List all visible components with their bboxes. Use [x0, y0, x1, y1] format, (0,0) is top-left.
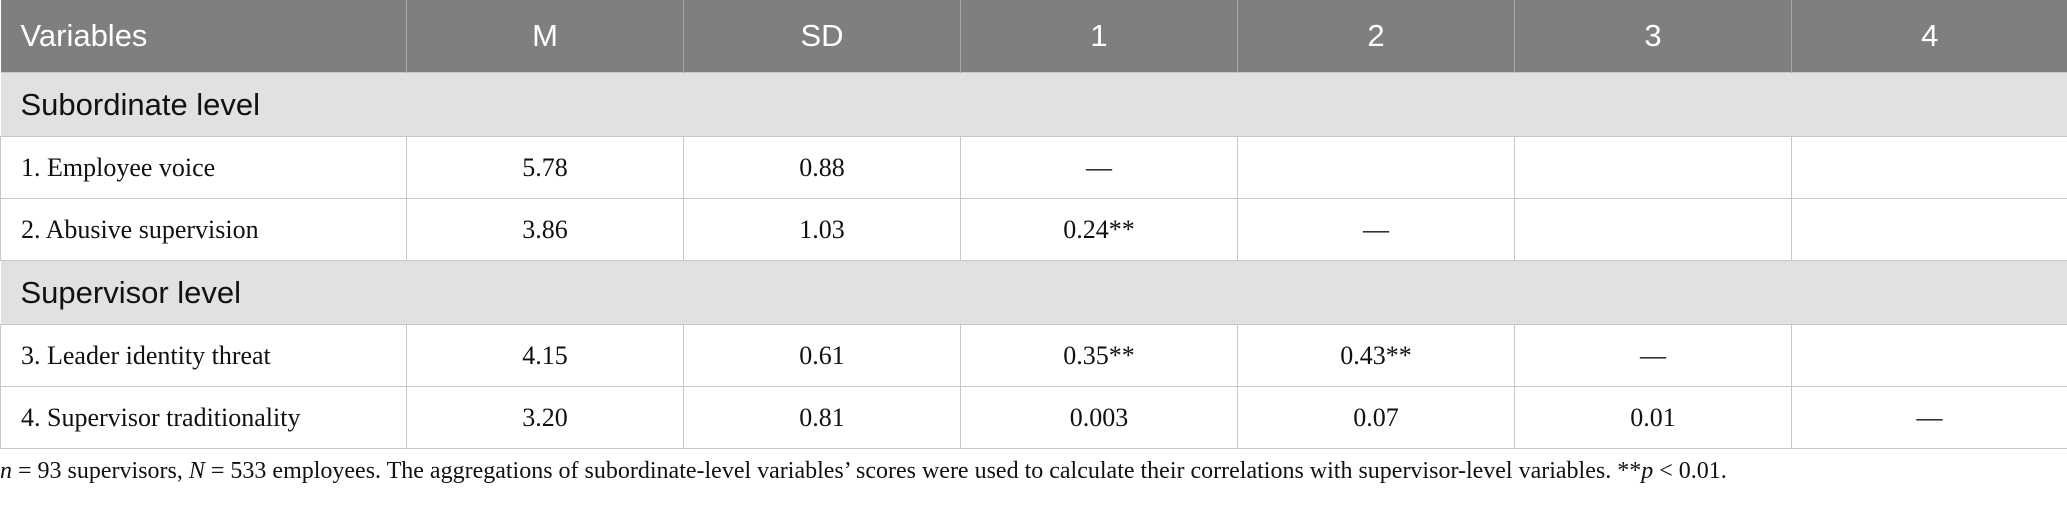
corr-cell-1: 0.003 — [960, 386, 1238, 449]
header-col-3: 3 — [1514, 0, 1792, 73]
mean-cell: 3.86 — [406, 198, 684, 261]
footnote-n-symbol: n — [0, 458, 12, 484]
footnote-p-text: < 0.01. — [1653, 458, 1727, 484]
corr-cell-3 — [1514, 136, 1792, 199]
table-row: 3. Leader identity threat 4.15 0.61 0.35… — [0, 324, 2067, 387]
section-title: Subordinate level — [0, 72, 2067, 137]
mean-cell: 4.15 — [406, 324, 684, 387]
table-header: Variables M SD 1 2 3 4 — [0, 0, 2067, 73]
table-footnote: n = 93 supervisors, N = 533 employees. T… — [0, 458, 2067, 485]
corr-cell-1: 0.35** — [960, 324, 1238, 387]
header-sd: SD — [683, 0, 961, 73]
sd-cell: 0.81 — [683, 386, 961, 449]
corr-cell-2: 0.43** — [1237, 324, 1515, 387]
footnote-p-symbol: p — [1641, 458, 1654, 484]
descriptive-statistics-table: Variables M SD 1 2 3 4 Subordinate level… — [0, 0, 2067, 449]
variable-cell: 4. Supervisor traditionality — [0, 386, 407, 449]
corr-cell-3 — [1514, 198, 1792, 261]
corr-cell-2: — — [1237, 198, 1515, 261]
corr-cell-4 — [1791, 324, 2067, 387]
header-mean: M — [406, 0, 684, 73]
corr-cell-4 — [1791, 136, 2067, 199]
header-variables: Variables — [0, 0, 407, 73]
header-col-1: 1 — [960, 0, 1238, 73]
variable-cell: 2. Abusive supervision — [0, 198, 407, 261]
sd-cell: 0.88 — [683, 136, 961, 199]
header-row: Variables M SD 1 2 3 4 — [0, 0, 2067, 73]
table-row: 4. Supervisor traditionality 3.20 0.81 0… — [0, 386, 2067, 449]
section-row-supervisor: Supervisor level — [0, 260, 2067, 325]
mean-cell: 3.20 — [406, 386, 684, 449]
variable-cell: 1. Employee voice — [0, 136, 407, 199]
corr-cell-3: 0.01 — [1514, 386, 1792, 449]
table-row: 2. Abusive supervision 3.86 1.03 0.24** … — [0, 198, 2067, 261]
mean-cell: 5.78 — [406, 136, 684, 199]
header-col-4: 4 — [1791, 0, 2067, 73]
corr-cell-1: — — [960, 136, 1238, 199]
corr-cell-1: 0.24** — [960, 198, 1238, 261]
header-col-2: 2 — [1237, 0, 1515, 73]
correlation-table-container: Variables M SD 1 2 3 4 Subordinate level… — [0, 0, 2067, 449]
corr-cell-3: — — [1514, 324, 1792, 387]
section-title: Supervisor level — [0, 260, 2067, 325]
corr-cell-4 — [1791, 198, 2067, 261]
footnote-N-text: = 533 employees. The aggregations of sub… — [204, 458, 1642, 484]
sd-cell: 1.03 — [683, 198, 961, 261]
corr-cell-2: 0.07 — [1237, 386, 1515, 449]
section-row-subordinate: Subordinate level — [0, 72, 2067, 137]
corr-cell-2 — [1237, 136, 1515, 199]
corr-cell-4: — — [1791, 386, 2067, 449]
table-body: Subordinate level 1. Employee voice 5.78… — [0, 72, 2067, 449]
footnote-n-text: = 93 supervisors, — [12, 458, 189, 484]
footnote-N-symbol: N — [188, 458, 205, 484]
sd-cell: 0.61 — [683, 324, 961, 387]
table-row: 1. Employee voice 5.78 0.88 — — [0, 136, 2067, 199]
variable-cell: 3. Leader identity threat — [0, 324, 407, 387]
